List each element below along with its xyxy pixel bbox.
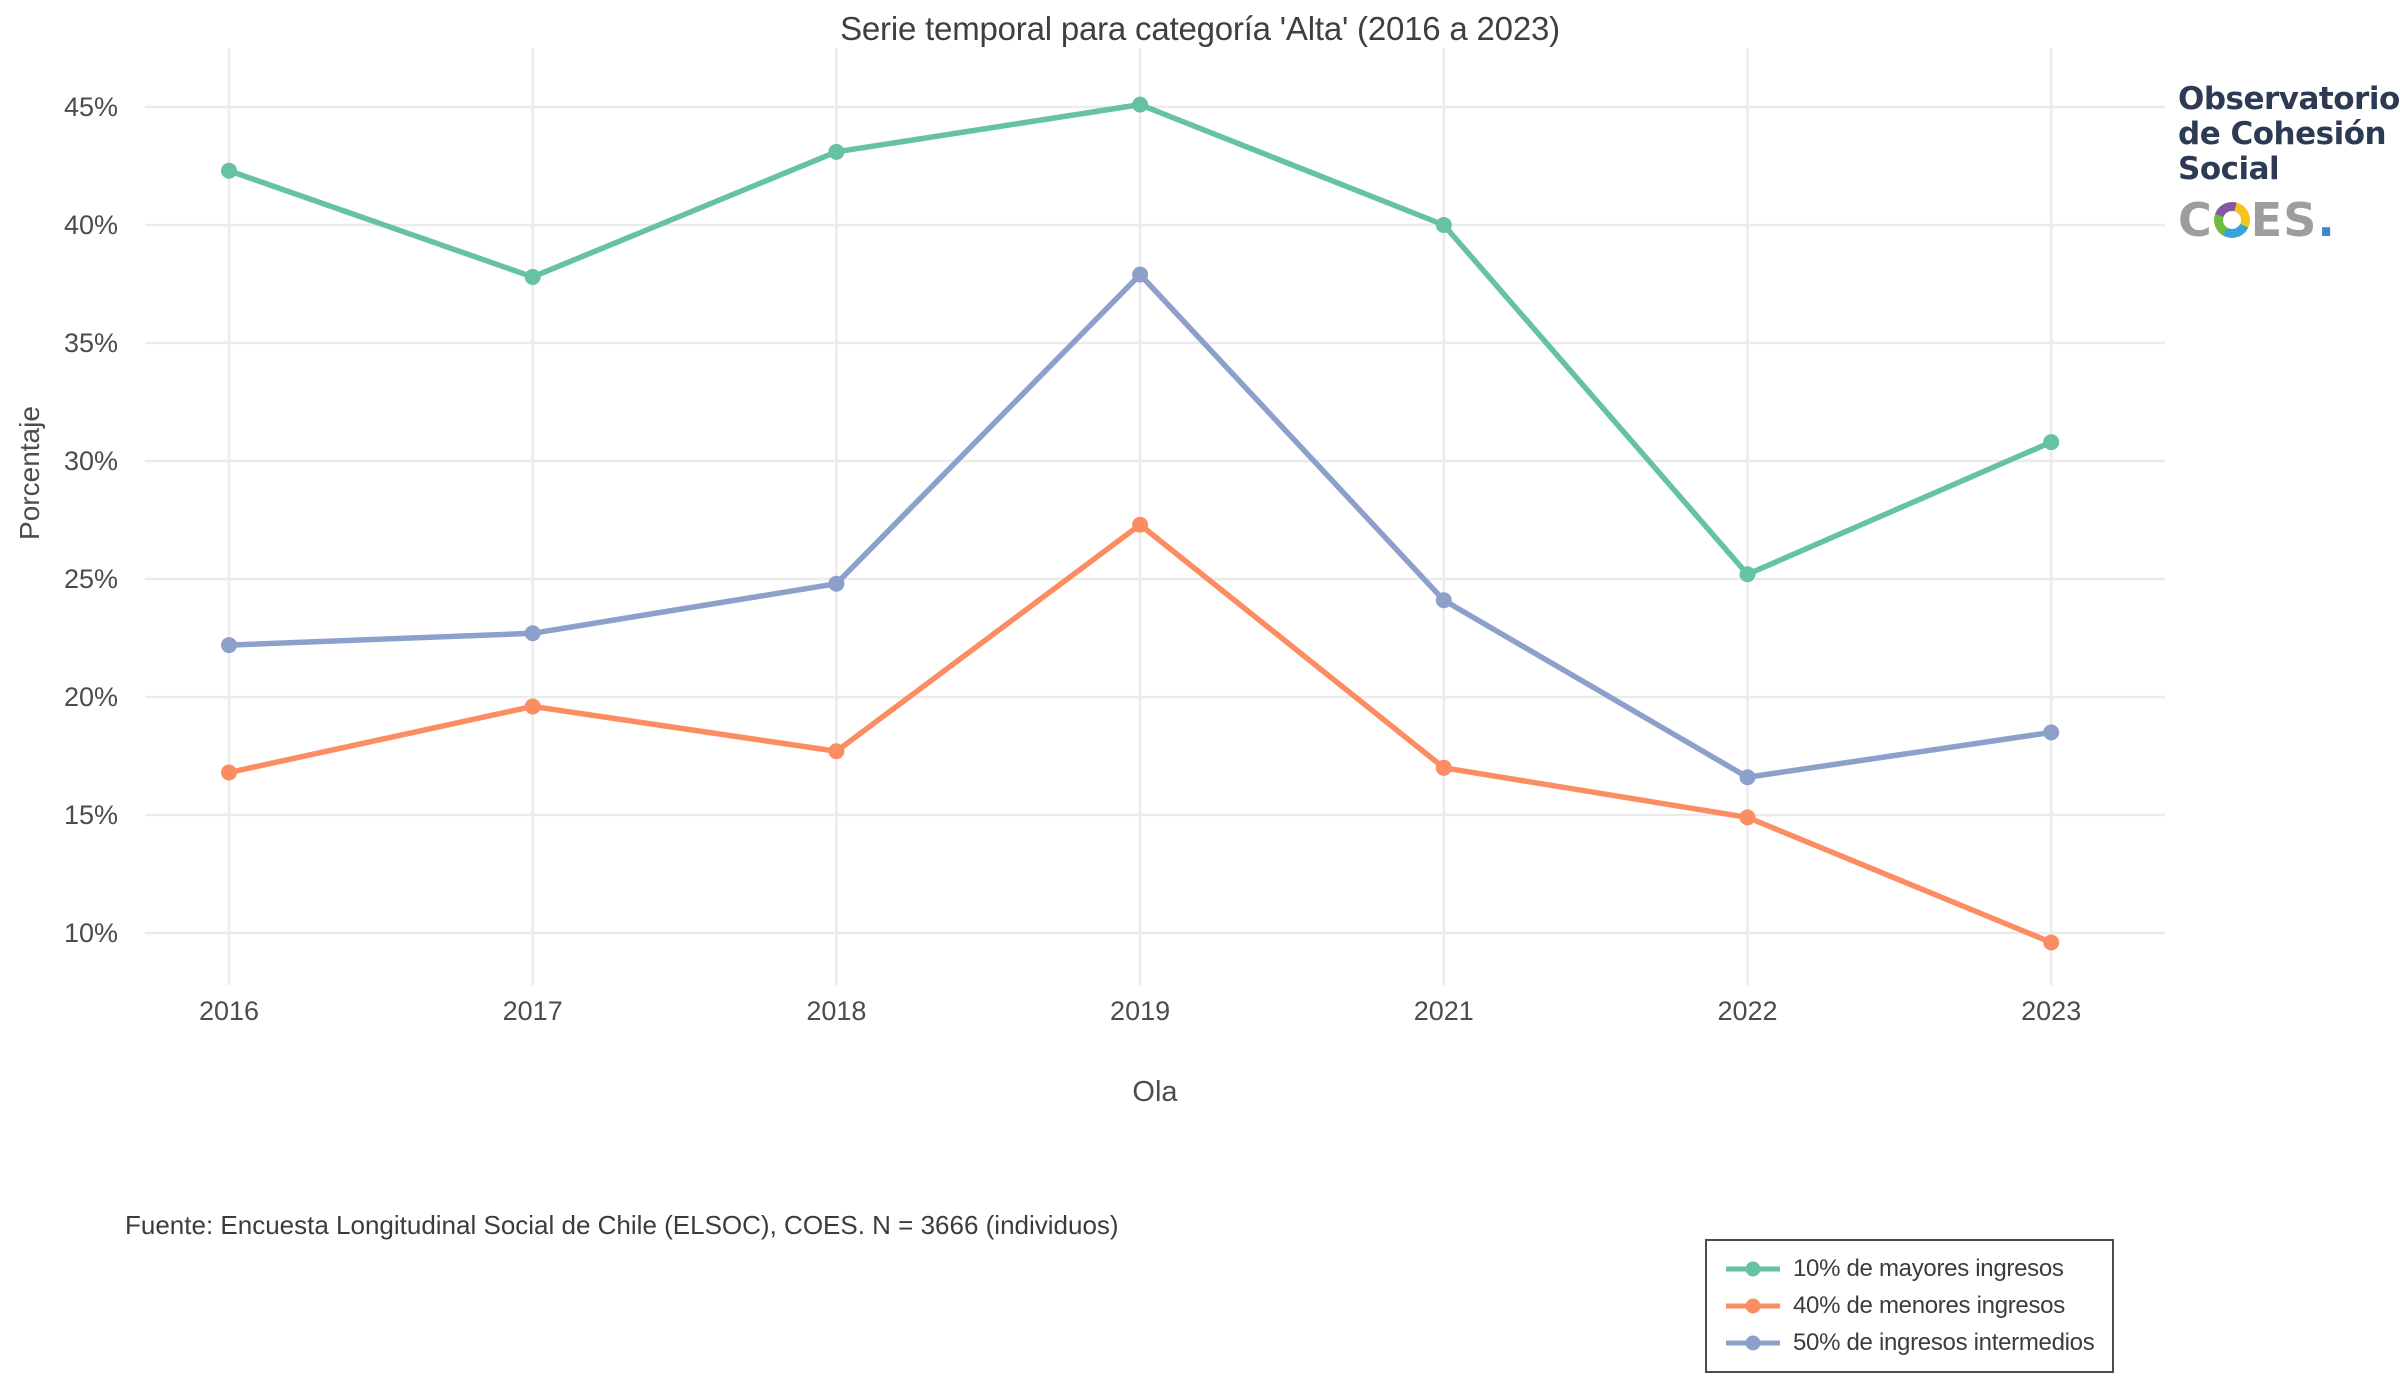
data-point [221, 764, 237, 781]
coes-o-ring-icon [2213, 202, 2250, 238]
data-point [1435, 759, 1452, 776]
x-tick-label: 2023 [2021, 996, 2082, 1026]
y-axis-title: Porcentaje [14, 406, 45, 540]
data-point [1739, 566, 1756, 583]
coes-letter-c: C [2178, 193, 2213, 247]
data-point [1132, 516, 1149, 533]
legend-marker-icon [1726, 1261, 1780, 1277]
data-point [221, 162, 237, 179]
y-tick-label: 35% [63, 328, 118, 358]
data-point [2043, 724, 2060, 741]
data-point [524, 268, 541, 285]
data-point [828, 575, 845, 592]
data-point [1739, 809, 1756, 826]
data-point [1435, 592, 1452, 609]
chart-title: Serie temporal para categoría 'Alta' (20… [840, 10, 1560, 47]
legend-item: 40% de menores ingresos [1725, 1292, 2094, 1320]
logo-text: Observatorio de Cohesión Social [2178, 82, 2400, 187]
data-point [828, 143, 845, 160]
legend-marker-icon [1726, 1335, 1780, 1351]
data-point [524, 698, 541, 715]
source-note: Fuente: Encuesta Longitudinal Social de … [125, 1210, 1119, 1240]
logo-text-line: de Cohesión [2178, 116, 2387, 152]
data-point [221, 637, 237, 654]
y-tick-label: 40% [63, 210, 118, 240]
data-point [1132, 96, 1149, 113]
legend-label: 40% de menores ingresos [1793, 1292, 2065, 1319]
coes-dot: . [2317, 193, 2336, 247]
data-point [524, 625, 541, 642]
y-tick-label: 15% [63, 800, 118, 830]
data-point [2043, 434, 2060, 451]
y-tick-label: 25% [63, 564, 118, 594]
legend: 10% de mayores ingresos 40% de menores in… [1705, 1239, 2115, 1373]
coes-letters-es: ES [2250, 193, 2318, 247]
data-point [828, 743, 845, 760]
legend-item: 10% de mayores ingresos [1725, 1255, 2094, 1283]
data-point [2043, 934, 2060, 951]
data-point [1739, 769, 1756, 786]
x-tick-label: 2019 [1110, 996, 1171, 1026]
data-point [1435, 217, 1452, 233]
legend-marker-icon [1726, 1298, 1780, 1314]
legend-item: 50% de ingresos intermedios [1725, 1329, 2095, 1357]
x-tick-label: 2016 [198, 996, 260, 1026]
y-tick-label: 45% [63, 92, 118, 122]
x-tick-label: 2017 [502, 996, 563, 1026]
coes-wordmark: C ES. [2178, 193, 2400, 247]
x-tick-label: 2018 [806, 996, 867, 1026]
logo-text-line: Observatorio [2178, 81, 2400, 117]
coes-logo: Observatorio de Cohesión Social C ES. [2178, 82, 2400, 248]
y-tick-label: 10% [63, 918, 118, 948]
data-point [1132, 266, 1149, 283]
legend-label: 10% de mayores ingresos [1793, 1255, 2064, 1282]
y-tick-label: 20% [63, 682, 118, 712]
y-tick-label: 30% [63, 446, 118, 476]
x-axis-title: Ola [1132, 1076, 1178, 1108]
legend-label: 50% de ingresos intermedios [1793, 1329, 2095, 1356]
x-tick-label: 2022 [1717, 996, 1778, 1026]
logo-text-line: Social [2178, 151, 2280, 187]
x-tick-label: 2021 [1413, 996, 1474, 1026]
